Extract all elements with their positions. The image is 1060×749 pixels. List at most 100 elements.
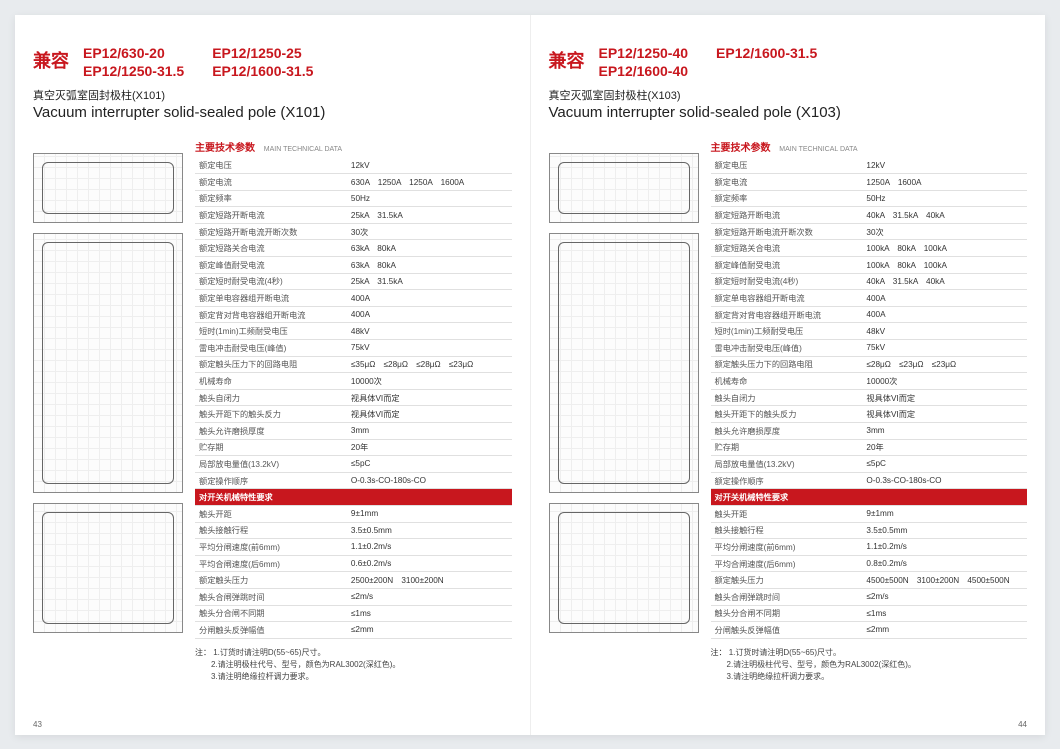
table-row: 额定频率50Hz <box>195 190 512 207</box>
spec-value: 视具体VI而定 <box>347 389 512 406</box>
spec-label: 额定电压 <box>711 158 863 174</box>
spec-value: O-0.3s-CO-180s-CO <box>862 472 1027 489</box>
spec-label: 平均合闸速度(后6mm) <box>711 555 863 572</box>
spec-label: 触头合闸弹跳时间 <box>711 588 863 605</box>
catalog-spread: 兼容 EP12/630-20 EP12/1250-25 EP12/1250-31… <box>15 15 1045 735</box>
table-row: 额定频率50Hz <box>711 190 1028 207</box>
spec-label: 触头自闭力 <box>195 389 347 406</box>
spec-value: 2500±200N 3100±200N <box>347 572 512 589</box>
spec-value: 10000次 <box>862 373 1027 390</box>
spec-value: 40kA 31.5kA 40kA <box>862 207 1027 224</box>
table-row: 额定电压12kV <box>195 158 512 174</box>
table-row: 分闸触头反弹幅值≤2mm <box>711 622 1028 639</box>
table-row: 雷电冲击耐受电压(峰值)75kV <box>195 340 512 357</box>
table-row: 额定电流630A 1250A 1250A 1600A <box>195 174 512 191</box>
spec-label: 额定短路开断电流 <box>711 207 863 224</box>
spec-value: ≤2m/s <box>862 588 1027 605</box>
drawing-top-view <box>33 153 183 223</box>
table-row: 触头接触行程3.5±0.5mm <box>195 522 512 539</box>
spec-label: 额定峰值耐受电流 <box>195 257 347 274</box>
spec-label: 额定单电容器组开断电流 <box>195 290 347 307</box>
page-left: 兼容 EP12/630-20 EP12/1250-25 EP12/1250-31… <box>15 15 530 735</box>
spec-label: 额定单电容器组开断电流 <box>711 290 863 307</box>
spec-value: O-0.3s-CO-180s-CO <box>347 472 512 489</box>
spec-label: 额定短时耐受电流(4秒) <box>195 273 347 290</box>
note-line: 3.请注明绝缘拉杆调力要求。 <box>727 672 830 681</box>
spec-value: 50Hz <box>862 190 1027 207</box>
title-cn: 真空灭弧室固封极柱(X101) <box>33 87 512 103</box>
spec-value: ≤2mm <box>347 622 512 639</box>
spec-label: 触头分合闸不同期 <box>711 605 863 622</box>
spec-value: ≤28μΩ ≤23μΩ ≤23μΩ <box>862 356 1027 373</box>
drawing-elevation <box>33 233 183 493</box>
spec-label: 额定背对背电容器组开断电流 <box>711 306 863 323</box>
spec-value: 9±1mm <box>862 505 1027 522</box>
spec-label: 触头允许磨损厚度 <box>195 423 347 440</box>
table-row: 触头分合闸不同期≤1ms <box>195 605 512 622</box>
compat-label: 兼容 <box>33 45 69 73</box>
spec-value: ≤35μΩ ≤28μΩ ≤28μΩ ≤23μΩ <box>347 356 512 373</box>
header-left: 兼容 EP12/630-20 EP12/1250-25 EP12/1250-31… <box>33 45 512 121</box>
spec-value: 0.6±0.2m/s <box>347 555 512 572</box>
table-row: 分闸触头反弹幅值≤2mm <box>195 622 512 639</box>
spec-label: 额定短路开断电流 <box>195 207 347 224</box>
table-row: 机械寿命10000次 <box>711 373 1028 390</box>
spec-label: 局部放电量值(13.2kV) <box>711 456 863 473</box>
note-line: 1.订货时请注明D(55~65)尺寸。 <box>729 648 841 657</box>
spec-label: 额定短时耐受电流(4秒) <box>711 273 863 290</box>
spec-column: 主要技术参数 MAIN TECHNICAL DATA 额定电压12kV额定电流1… <box>711 133 1028 725</box>
spec-value: 1250A 1600A <box>862 174 1027 191</box>
table-row: 额定触头压力2500±200N 3100±200N <box>195 572 512 589</box>
title-cn: 真空灭弧室固封极柱(X103) <box>549 87 1028 103</box>
spec-title: 主要技术参数 MAIN TECHNICAL DATA <box>195 139 512 154</box>
table-row: 触头自闭力视具体VI而定 <box>195 389 512 406</box>
spec-value: ≤5pC <box>862 456 1027 473</box>
table-row: 雷电冲击耐受电压(峰值)75kV <box>711 340 1028 357</box>
note-line: 3.请注明绝缘拉杆调力要求。 <box>211 672 314 681</box>
spec-table-left: 额定电压12kV额定电流630A 1250A 1250A 1600A额定频率50… <box>195 158 512 639</box>
table-row: 额定操作顺序O-0.3s-CO-180s-CO <box>195 472 512 489</box>
spec-value: 视具体VI而定 <box>862 406 1027 423</box>
spec-label: 贮存期 <box>195 439 347 456</box>
spec-value: 40kA 31.5kA 40kA <box>862 273 1027 290</box>
spec-label: 额定峰值耐受电流 <box>711 257 863 274</box>
title-en: Vacuum interrupter solid-sealed pole (X1… <box>549 104 1028 121</box>
spec-label: 额定操作顺序 <box>711 472 863 489</box>
spec-value: 3.5±0.5mm <box>862 522 1027 539</box>
spec-title-cn: 主要技术参数 <box>195 143 255 154</box>
spec-label: 额定短路关合电流 <box>711 240 863 257</box>
model: EP12/1250-31.5 <box>83 63 184 79</box>
spec-label: 额定频率 <box>711 190 863 207</box>
model: EP12/1600-31.5 <box>212 63 313 79</box>
table-row: 额定背对背电容器组开断电流400A <box>195 306 512 323</box>
spec-value: ≤5pC <box>347 456 512 473</box>
spec-value: 48kV <box>862 323 1027 340</box>
drawing-base-view <box>549 503 699 633</box>
table-row: 额定电压12kV <box>711 158 1028 174</box>
spec-label: 触头开距 <box>711 505 863 522</box>
spec-label: 额定短路开断电流开断次数 <box>711 223 863 240</box>
spec-value: 400A <box>862 290 1027 307</box>
table-row: 触头自闭力视具体VI而定 <box>711 389 1028 406</box>
notes-right: 注： 1.订货时请注明D(55~65)尺寸。 2.请注明极柱代号、型号，颜色为R… <box>711 647 1028 683</box>
table-row: 短时(1min)工频耐受电压48kV <box>195 323 512 340</box>
model <box>716 63 817 79</box>
table-row: 触头允许磨损厚度3mm <box>711 423 1028 440</box>
model: EP12/1600-40 <box>599 63 689 79</box>
table-row: 额定触头压力4500±500N 3100±200N 4500±500N <box>711 572 1028 589</box>
spec-label: 额定触头压力下的回路电阻 <box>711 356 863 373</box>
spec-value: ≤1ms <box>862 605 1027 622</box>
spec-label: 额定背对背电容器组开断电流 <box>195 306 347 323</box>
spec-value: 10000次 <box>347 373 512 390</box>
spec-value: 75kV <box>862 340 1027 357</box>
table-row: 平均分闸速度(前6mm)1.1±0.2m/s <box>711 539 1028 556</box>
spec-label: 分闸触头反弹幅值 <box>711 622 863 639</box>
section-band: 对开关机械特性要求 <box>711 489 1028 506</box>
table-row: 触头分合闸不同期≤1ms <box>711 605 1028 622</box>
spec-label: 额定电流 <box>711 174 863 191</box>
model-grid-left: EP12/630-20 EP12/1250-25 EP12/1250-31.5 … <box>83 45 313 79</box>
table-row: 触头开距下的触头反力视具体VI而定 <box>711 406 1028 423</box>
table-row: 贮存期20年 <box>711 439 1028 456</box>
table-row: 平均合闸速度(后6mm)0.6±0.2m/s <box>195 555 512 572</box>
spec-table-right: 额定电压12kV额定电流1250A 1600A额定频率50Hz额定短路开断电流4… <box>711 158 1028 639</box>
